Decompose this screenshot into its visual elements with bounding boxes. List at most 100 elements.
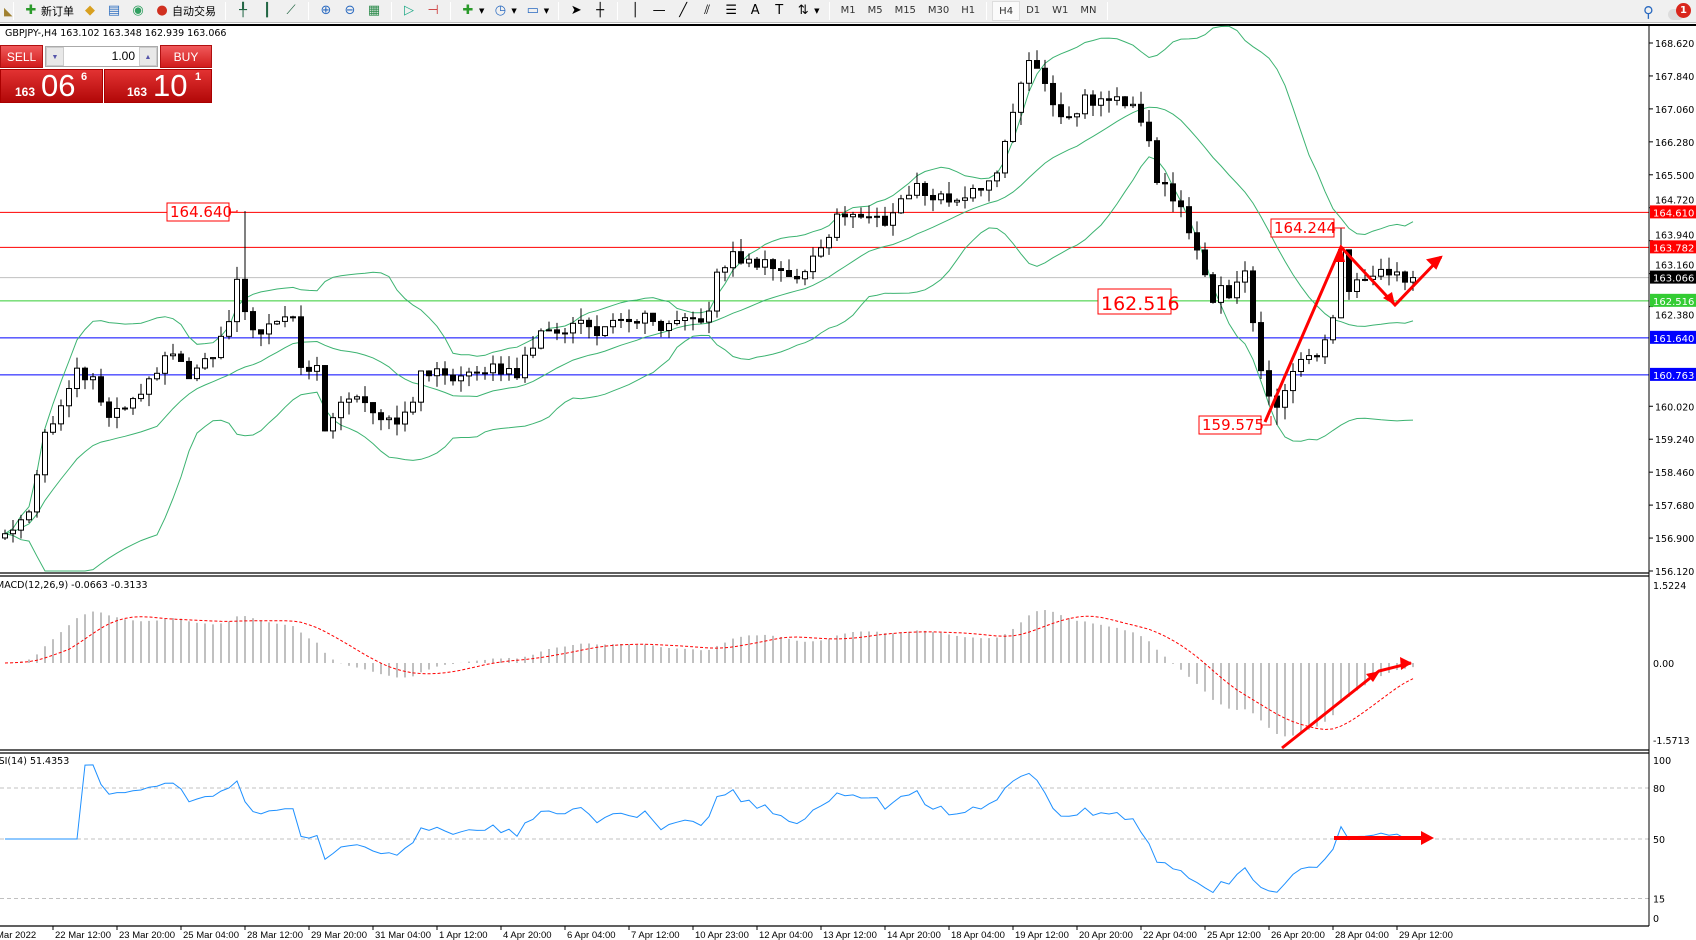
- bar-chart-button[interactable]: ╀: [231, 1, 255, 21]
- candle[interactable]: [370, 402, 376, 425]
- timeframe-w1[interactable]: W1: [1052, 5, 1069, 16]
- lot-size-field[interactable]: ▼ 1.00 ▲: [45, 46, 158, 67]
- lot-size-input[interactable]: 1.00: [111, 49, 135, 63]
- candle[interactable]: [74, 357, 80, 398]
- candle[interactable]: [1346, 249, 1352, 300]
- candle[interactable]: [1018, 81, 1024, 125]
- macd-arrow-path[interactable]: [1281, 661, 1412, 750]
- candle[interactable]: [10, 520, 16, 543]
- candle[interactable]: [1090, 90, 1096, 117]
- text-label-button[interactable]: T: [767, 1, 791, 21]
- candle[interactable]: [970, 184, 976, 202]
- candle[interactable]: [466, 367, 472, 387]
- candle[interactable]: [1226, 279, 1232, 300]
- candle[interactable]: [482, 366, 488, 380]
- timeframe-h1[interactable]: H1: [961, 5, 976, 16]
- candle[interactable]: [1074, 112, 1080, 127]
- candle[interactable]: [242, 211, 248, 321]
- candle[interactable]: [938, 190, 944, 205]
- candle[interactable]: [1314, 353, 1320, 362]
- candle[interactable]: [98, 368, 104, 406]
- candle[interactable]: [1298, 352, 1304, 377]
- candle[interactable]: [34, 469, 40, 518]
- candle[interactable]: [626, 309, 632, 333]
- timeframe-m1[interactable]: M1: [840, 5, 856, 16]
- candle[interactable]: [418, 370, 424, 412]
- candle[interactable]: [722, 265, 728, 282]
- candlestick-button[interactable]: ┃: [255, 1, 279, 21]
- candle[interactable]: [682, 313, 688, 331]
- candle[interactable]: [954, 198, 960, 206]
- candle[interactable]: [1210, 272, 1216, 304]
- candle[interactable]: [882, 206, 888, 227]
- candle[interactable]: [322, 364, 328, 432]
- candle[interactable]: [642, 310, 648, 334]
- candle[interactable]: [1114, 87, 1120, 106]
- candle[interactable]: [1306, 348, 1312, 365]
- candle[interactable]: [890, 203, 896, 236]
- candle[interactable]: [226, 309, 232, 340]
- candle[interactable]: [218, 326, 224, 360]
- candle[interactable]: [698, 308, 704, 324]
- candle[interactable]: [1122, 96, 1128, 109]
- candle[interactable]: [130, 396, 136, 415]
- candle[interactable]: [914, 172, 920, 199]
- candle[interactable]: [538, 328, 544, 350]
- candle[interactable]: [770, 258, 776, 281]
- candle[interactable]: [1002, 139, 1008, 179]
- candle[interactable]: [674, 310, 680, 326]
- candle[interactable]: [18, 514, 24, 539]
- candle[interactable]: [386, 415, 392, 430]
- candle[interactable]: [1026, 52, 1032, 92]
- buy-button[interactable]: BUY: [160, 45, 212, 68]
- chart-shift-button[interactable]: ▷: [397, 1, 421, 21]
- trendline-button[interactable]: ╱: [671, 1, 695, 21]
- candle[interactable]: [658, 319, 664, 338]
- candle[interactable]: [986, 180, 992, 202]
- candle[interactable]: [146, 376, 152, 407]
- candle[interactable]: [690, 311, 696, 331]
- candle[interactable]: [186, 357, 192, 380]
- candle[interactable]: [1066, 106, 1072, 120]
- candle[interactable]: [530, 336, 536, 359]
- candle[interactable]: [810, 247, 816, 280]
- candle[interactable]: [450, 368, 456, 386]
- candle[interactable]: [634, 319, 640, 330]
- candle[interactable]: [1050, 75, 1056, 117]
- candle[interactable]: [1186, 197, 1192, 240]
- candle[interactable]: [1010, 103, 1016, 143]
- candle[interactable]: [274, 320, 280, 325]
- candle[interactable]: [314, 356, 320, 381]
- templates-button[interactable]: ▭ ▼: [526, 3, 550, 18]
- candle[interactable]: [1130, 96, 1136, 109]
- candle[interactable]: [442, 361, 448, 385]
- candle[interactable]: [594, 315, 600, 346]
- candle[interactable]: [714, 268, 720, 318]
- timeframe-mn[interactable]: MN: [1080, 5, 1097, 16]
- annotation-arrows[interactable]: [1263, 244, 1443, 845]
- candle[interactable]: [82, 366, 88, 390]
- crosshair-button[interactable]: ┼: [588, 1, 612, 21]
- candle[interactable]: [234, 266, 240, 332]
- candle[interactable]: [586, 317, 592, 339]
- candle[interactable]: [730, 241, 736, 277]
- candle[interactable]: [794, 268, 800, 284]
- fibonacci-button[interactable]: ☰: [719, 1, 743, 21]
- candle[interactable]: [1138, 91, 1144, 127]
- candle[interactable]: [354, 394, 360, 403]
- candle[interactable]: [1162, 173, 1168, 197]
- candle[interactable]: [202, 352, 208, 370]
- candle[interactable]: [290, 315, 296, 322]
- search-icon[interactable]: ⚲: [1643, 2, 1654, 21]
- tile-windows-button[interactable]: ▦: [362, 1, 386, 21]
- candle[interactable]: [474, 365, 480, 381]
- candle[interactable]: [346, 392, 352, 415]
- candle[interactable]: [994, 170, 1000, 188]
- candle[interactable]: [194, 364, 200, 382]
- candle[interactable]: [1154, 137, 1160, 185]
- candle[interactable]: [506, 356, 512, 381]
- candle[interactable]: [330, 412, 336, 439]
- candle[interactable]: [178, 350, 184, 362]
- cursor-button[interactable]: ➤: [564, 1, 588, 21]
- candle[interactable]: [706, 301, 712, 334]
